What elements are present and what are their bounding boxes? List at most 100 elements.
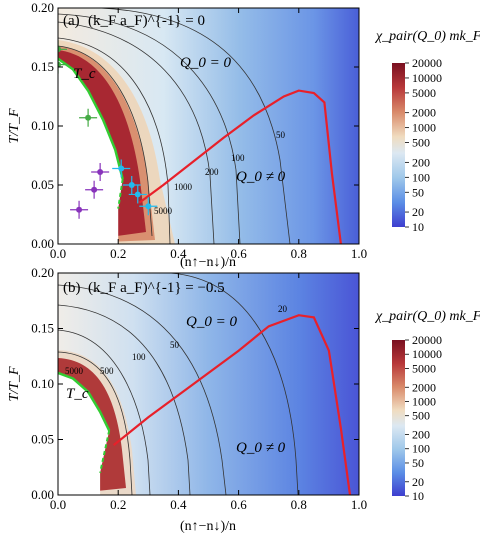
colorbar-b-bar	[392, 340, 405, 496]
panel-b-label: (b)	[63, 280, 81, 296]
x-tick-label: 0.0	[50, 246, 66, 261]
contour-b-50	[58, 284, 227, 495]
x-tick-label: 0.4	[170, 497, 187, 512]
panel-b-ticks: 0.0 0.2 0.4 0.6 0.8 1.0 0.00 0.05 0.10 0.15 0.20	[31, 265, 367, 512]
colorbar-tick-label: 100	[412, 170, 430, 184]
y-tick-label: 0.00	[31, 236, 54, 251]
colorbar-a-label: χ_pair(Q_0) mk_F	[374, 29, 480, 44]
panel-b: 0.0 0.2 0.4 0.6 0.8 1.0 0.00 0.05 0.10 0.15 0.20 (…	[7, 265, 367, 534]
point-marker	[91, 186, 98, 193]
contour-label-b-5000: 5000	[65, 366, 84, 376]
y-tick-label: 0.05	[31, 177, 54, 192]
panel-b-xlabel: (n↑−n↓)/n	[180, 519, 236, 534]
contour-label-a-50: 50	[276, 130, 286, 140]
colorbar-tick-label: 500	[412, 409, 430, 423]
contour-label-b-500: 500	[100, 366, 114, 376]
x-tick-label: 0.8	[291, 497, 307, 512]
colorbar-tick-label: 50	[412, 185, 424, 199]
x-tick-label: 0.6	[230, 246, 247, 261]
colorbar-tick-label: 10	[412, 220, 424, 234]
experiment-point	[128, 185, 147, 204]
y-tick-label: 0.00	[31, 487, 54, 502]
point-marker	[134, 191, 141, 198]
contour-b-500	[58, 329, 151, 495]
x-tick-label: 1.0	[351, 497, 367, 512]
panel-b-superfluid-region	[58, 372, 110, 495]
point-marker	[118, 165, 125, 172]
point-marker	[58, 46, 61, 53]
contour-label-b-100: 100	[132, 352, 146, 362]
colorbar-tick-label: 20000	[412, 56, 442, 70]
colorbar-a: χ_pair(Q_0) mk_F 20000100005000200010005…	[374, 29, 480, 234]
x-tick-label: 0.2	[110, 246, 126, 261]
panel-b-tc-curve	[58, 371, 111, 432]
colorbar-tick-label: 200	[412, 155, 430, 169]
x-tick-label: 0.0	[50, 497, 66, 512]
experiment-point	[91, 163, 110, 182]
panel-a-tc-curve	[58, 57, 124, 180]
panel-b-ylabel: T/T_F	[7, 366, 22, 401]
experiment-point	[112, 159, 131, 178]
y-tick-label: 0.15	[31, 59, 54, 74]
x-tick-label: 0.2	[110, 497, 126, 512]
experiment-point	[58, 55, 67, 74]
experiment-point	[79, 108, 98, 127]
contour-b-100	[58, 304, 191, 495]
y-tick-label: 0.20	[31, 0, 54, 15]
colorbar-tick-label: 10	[412, 489, 424, 503]
experiment-point	[122, 176, 141, 194]
panel-a-xlabel: (n↑−n↓)/n	[180, 255, 236, 270]
y-tick-label: 0.05	[31, 432, 54, 447]
panel-a-superfluid-region	[58, 58, 123, 244]
contour-label-a-1000: 1000	[174, 182, 193, 192]
point-marker	[145, 203, 152, 210]
panel-b-tc-label: T_c	[66, 386, 89, 402]
colorbar-tick-label: 2000	[412, 106, 436, 120]
panel-a-contours	[58, 8, 291, 244]
colorbar-tick-label: 100	[412, 442, 430, 456]
panel-b-tc-dashed	[99, 430, 111, 474]
colorbar-tick-label: 1000	[412, 394, 436, 408]
colorbar-tick-label: 50	[412, 456, 424, 470]
panel-a-q0-nonzero-label: Q_0 ≠ 0	[236, 169, 286, 185]
panel-b-title: (k_F a_F)^{-1} = −0.5	[88, 280, 225, 296]
contour-a-100	[58, 13, 241, 244]
x-tick-label: 1.0	[351, 246, 367, 261]
panel-a-title: (k_F a_F)^{-1} = 0	[88, 13, 205, 29]
colorbar-tick-label: 20	[412, 475, 424, 489]
colorbar-b: χ_pair(Q_0) mk_F 20000100005000200010005…	[374, 309, 480, 503]
panel-b-q0-zero-label: Q_0 = 0	[186, 314, 237, 330]
contour-a-200	[58, 21, 215, 244]
panel-a-qpair-boundary	[138, 89, 342, 244]
colorbar-tick-label: 10000	[412, 71, 442, 85]
contour-a-5000	[58, 45, 153, 237]
colorbar-b-label: χ_pair(Q_0) mk_F	[374, 309, 480, 324]
contour-a-50	[99, 8, 291, 244]
experiment-point	[70, 200, 89, 219]
contour-label-b-50: 50	[170, 340, 180, 350]
contour-label-a-100: 100	[231, 153, 245, 163]
panel-a-label: (a)	[63, 13, 80, 29]
point-marker	[58, 61, 61, 68]
colorbar-tick-label: 500	[412, 136, 430, 150]
contour-label-a-200: 200	[205, 167, 219, 177]
panel-a-experiment-points	[58, 40, 158, 219]
contour-a-1000	[58, 37, 171, 244]
y-tick-label: 0.10	[31, 376, 54, 391]
y-tick-label: 0.20	[31, 265, 54, 280]
colorbar-tick-label: 5000	[412, 86, 436, 100]
panel-b-contours	[58, 273, 299, 495]
point-marker	[76, 206, 83, 213]
x-tick-label: 0.8	[291, 246, 307, 261]
contour-b-5000	[58, 351, 133, 495]
point-marker	[85, 114, 92, 121]
x-tick-label: 0.4	[170, 246, 187, 261]
y-tick-label: 0.15	[31, 321, 54, 336]
experiment-point	[85, 180, 104, 199]
colorbar-a-bar	[392, 63, 405, 227]
experiment-point	[139, 197, 158, 216]
colorbar-tick-label: 1000	[412, 121, 436, 135]
colorbar-tick-label: 200	[412, 428, 430, 442]
